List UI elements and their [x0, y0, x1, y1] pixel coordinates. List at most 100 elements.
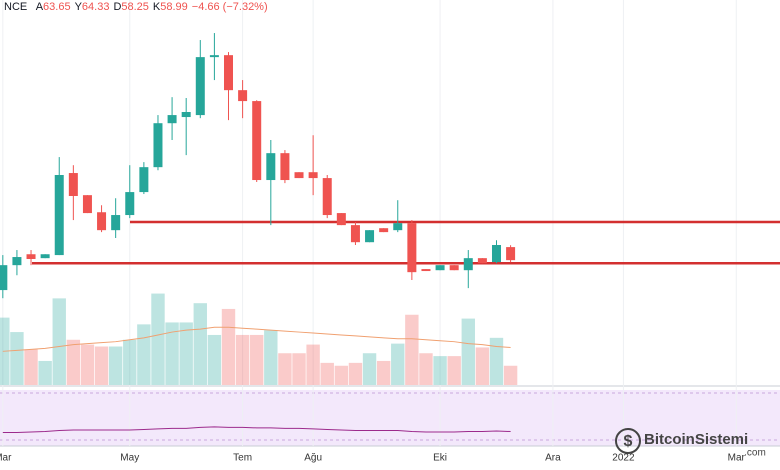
candle-body [365, 230, 375, 243]
candle-body [491, 245, 501, 263]
change: −4.66 (−7.32%) [192, 1, 268, 13]
watermark: $ BitcoinSistemi .com [615, 428, 766, 459]
volume-bar [489, 337, 504, 385]
x-tick-label: Mar [0, 453, 12, 464]
volume-bar [123, 339, 137, 385]
ohlc-value: 58.99 [160, 1, 188, 13]
logo [615, 428, 641, 454]
volume-bar [419, 353, 433, 385]
volume-ma [2, 326, 511, 352]
header: NCE A63.65 Y64.33 D58.25 K58.99 −4.66 (−7.32… [4, 1, 268, 13]
volume-bar [151, 293, 165, 385]
candle-body [153, 123, 163, 168]
candle-body [336, 213, 346, 226]
candle-body [125, 192, 135, 216]
candle-body [393, 223, 403, 231]
ohlc: A63.65 Y64.33 D58.25 K58.99 −4.66 (−7.32%) [36, 1, 268, 13]
candle-body [181, 112, 191, 118]
volume-bar [165, 322, 179, 385]
volume-bar [10, 332, 24, 385]
volume-bar [179, 322, 193, 385]
volume-bar [433, 356, 447, 385]
volume-bar [334, 365, 349, 385]
volume-bar [235, 334, 250, 385]
ohlc-value: 64.33 [82, 1, 110, 13]
logo-symbol: $ [624, 433, 633, 450]
candle-body [252, 101, 262, 181]
volume-bar [108, 346, 123, 385]
volume-bar [447, 356, 461, 385]
candle-body [506, 247, 516, 261]
candle-body [280, 153, 290, 181]
ohlc-value: 58.25 [121, 1, 149, 13]
watermark-name: BitcoinSistemi [644, 431, 748, 448]
candle-body [449, 265, 459, 271]
volume-bar [207, 334, 222, 385]
volume-bar [461, 318, 475, 385]
x-tick-label: Eki [433, 453, 447, 464]
volume-bar [306, 344, 320, 385]
volume-bar [475, 347, 490, 385]
candle-body [223, 55, 233, 91]
candle-body [167, 115, 177, 124]
candle-body [139, 167, 149, 193]
candle-body [407, 223, 417, 273]
volume-bar [362, 353, 377, 385]
candle-body [97, 212, 107, 231]
candle-body [54, 175, 64, 256]
volume-bar [391, 343, 405, 385]
x-tick-label: 2022 [612, 453, 635, 464]
watermark-domain: .com [744, 448, 766, 459]
candle-body [308, 172, 318, 179]
volume-bar [94, 346, 109, 385]
volume-bar [38, 360, 52, 385]
volume-bar [52, 298, 66, 385]
ohlc-value: 63.65 [43, 1, 71, 13]
ohlc-key: A [36, 1, 44, 13]
candle-body [379, 228, 389, 233]
candle-body [12, 257, 22, 266]
volume-bar [376, 360, 391, 385]
candle-body [68, 173, 78, 196]
x-tick-label: Ara [545, 453, 561, 464]
candle-body [294, 172, 304, 179]
candle-body [26, 254, 36, 259]
x-tick-label: May [120, 453, 139, 464]
volume-bar [503, 365, 518, 385]
x-tick-label: Ağu [304, 453, 322, 464]
volume-bar [221, 308, 236, 385]
candle-body [238, 90, 248, 102]
x-tick-label: Mar [728, 453, 746, 464]
ohlc-key: D [113, 1, 121, 13]
candle-body [0, 265, 8, 291]
exchange: NCE [4, 1, 27, 13]
volume-bar [66, 339, 81, 385]
volume-bar [320, 362, 334, 385]
rsi-line [2, 426, 511, 434]
volume-bar [405, 314, 419, 385]
candle-body [266, 153, 276, 181]
candle-body [209, 55, 219, 58]
candle-body [40, 254, 50, 259]
candle-body [111, 215, 121, 231]
candle-body [82, 195, 92, 214]
volume-bar [264, 330, 278, 385]
volume-bar [348, 362, 363, 385]
volume-bar [292, 353, 306, 385]
volume-bar [24, 349, 38, 385]
volume-bar [193, 303, 207, 385]
candle-body [322, 178, 332, 216]
ohlc-key: K [153, 1, 161, 13]
ohlc-key: Y [75, 1, 83, 13]
candle-body [421, 269, 431, 272]
candle-body [477, 258, 487, 264]
volume-bar [250, 334, 264, 385]
x-tick-label: Tem [233, 453, 252, 464]
volume-bar [80, 344, 95, 385]
candle-body [195, 57, 205, 116]
volume-bar [278, 353, 292, 385]
candle-body [463, 258, 473, 271]
candle-body [350, 225, 360, 243]
candle-body [435, 265, 445, 271]
